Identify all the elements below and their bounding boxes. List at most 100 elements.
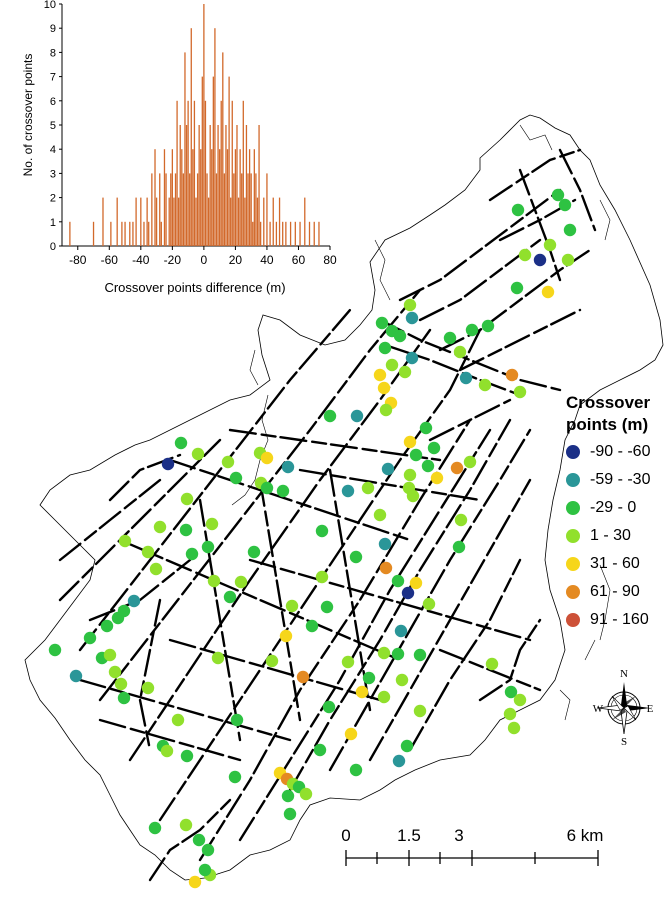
crossover-point — [403, 298, 417, 312]
crossover-point — [452, 540, 466, 554]
legend-item: 1 - 30 — [566, 522, 671, 550]
histogram-bar — [185, 125, 188, 246]
survey-track-line — [368, 478, 532, 762]
histogram-bar — [228, 76, 230, 246]
survey-track-line — [438, 648, 542, 692]
legend-label: 91 - 160 — [590, 611, 649, 628]
crossover-point — [205, 517, 219, 531]
crossover-point — [505, 368, 519, 382]
crossover-point — [378, 537, 392, 551]
crossover-point — [551, 188, 565, 202]
crossover-point — [510, 281, 524, 295]
crossover-point — [361, 481, 375, 495]
histogram-bar — [272, 197, 274, 246]
survey-track-line — [198, 418, 472, 862]
legend-item: -59 - -30 — [566, 466, 671, 494]
legend-swatch — [566, 585, 580, 599]
histogram-bar — [176, 100, 178, 246]
crossover-point — [377, 690, 391, 704]
crossover-point — [174, 436, 188, 450]
legend-swatch — [566, 557, 580, 571]
crossover-point — [485, 657, 499, 671]
crossover-point — [161, 457, 175, 471]
histogram-bar — [242, 100, 244, 246]
survey-track-line — [98, 718, 242, 762]
crossover-point — [378, 341, 392, 355]
histogram-bar — [212, 76, 214, 246]
crossover-point — [385, 358, 399, 372]
crossover-point — [409, 576, 423, 590]
crossover-point — [201, 843, 215, 857]
crossover-point — [315, 524, 329, 538]
survey-track-line — [168, 638, 382, 702]
legend-item: 31 - 60 — [566, 550, 671, 578]
crossover-point — [48, 643, 62, 657]
crossover-point — [296, 670, 310, 684]
histogram-y-tick-label: 9 — [50, 23, 56, 35]
histogram-bar — [124, 221, 126, 246]
crossover-point — [443, 331, 457, 345]
histogram-y-tick-label: 2 — [50, 193, 56, 205]
crossover-point — [558, 198, 572, 212]
crossover-point — [377, 646, 391, 660]
crossover-point — [221, 455, 235, 469]
histogram-x-tick-label: 40 — [260, 253, 274, 267]
survey-track-line — [488, 148, 582, 202]
legend-item: 91 - 160 — [566, 606, 671, 634]
crossover-point — [405, 311, 419, 325]
survey-track-line — [378, 318, 562, 392]
histogram-bar — [110, 221, 112, 246]
crossover-point — [421, 459, 435, 473]
crossover-points — [48, 188, 577, 889]
crossover-point — [518, 248, 532, 262]
histogram-y-ticks: 0 1 2 3 4 5 6 7 8 9 10 — [44, 0, 62, 253]
histogram-bar — [308, 221, 311, 246]
scale-label-1-5: 1.5 — [397, 826, 421, 845]
crossover-point — [201, 540, 215, 554]
crossover-point — [395, 673, 409, 687]
histogram-bar — [69, 221, 71, 246]
crossover-point — [459, 371, 473, 385]
crossover-point — [100, 619, 114, 633]
crossover-point — [478, 378, 492, 392]
survey-track-line — [88, 558, 192, 622]
compass-east-label: E — [647, 703, 654, 715]
legend-label: 1 - 30 — [590, 527, 631, 544]
crossover-point — [513, 693, 527, 707]
crossover-point — [265, 654, 279, 668]
crossover-point — [405, 351, 419, 365]
survey-track-line — [78, 678, 292, 742]
histogram-bar — [207, 197, 210, 246]
histogram-bar — [184, 52, 186, 247]
histogram-bar — [289, 221, 292, 246]
crossover-point — [279, 629, 293, 643]
crossover-point — [350, 409, 364, 423]
histogram-bar — [140, 197, 142, 246]
legend-label: 31 - 60 — [590, 555, 640, 572]
survey-track-line — [238, 428, 492, 842]
histogram-bar — [204, 100, 207, 246]
crossover-point — [391, 574, 405, 588]
crossover-point — [247, 545, 261, 559]
histogram-bar — [189, 173, 191, 246]
histogram-bars — [69, 4, 320, 247]
crossover-point — [160, 744, 174, 758]
histogram-bar — [248, 149, 251, 246]
crossover-point — [229, 471, 243, 485]
crossover-point — [69, 669, 83, 683]
legend-item: -90 - -60 — [566, 438, 671, 466]
crossover-point — [315, 570, 329, 584]
crossover-point — [149, 562, 163, 576]
crossover-point — [503, 707, 517, 721]
histogram-bar — [220, 100, 222, 246]
histogram-bar — [214, 28, 216, 247]
crossover-point — [111, 611, 125, 625]
histogram-y-tick-label: 6 — [50, 96, 56, 108]
crossover-point — [191, 447, 205, 461]
histogram-bar — [198, 125, 200, 246]
histogram-bar — [269, 221, 271, 246]
histogram-bar — [174, 173, 177, 246]
legend-label: 61 - 90 — [590, 583, 640, 600]
crossover-point — [230, 713, 244, 727]
